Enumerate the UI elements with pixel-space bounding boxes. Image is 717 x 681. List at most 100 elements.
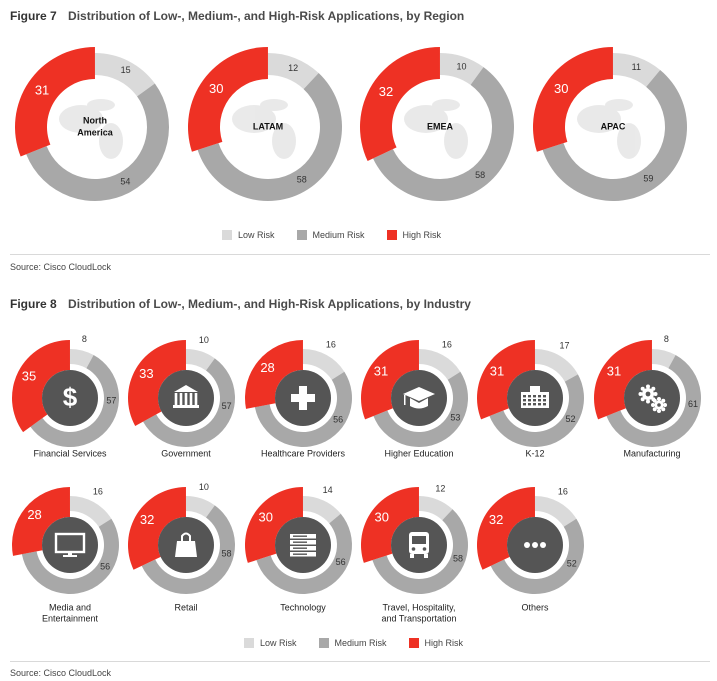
legend8-medium-swatch [318, 638, 329, 648]
ellipsis-icon [524, 542, 546, 548]
high-risk-value: 32 [379, 84, 393, 99]
medium-risk-segment [30, 355, 119, 447]
low-risk-segment [613, 53, 661, 87]
low-risk-segment [268, 53, 319, 90]
high-risk-segment [360, 47, 440, 162]
medium-risk-segment [373, 371, 468, 447]
legend8-high-label: High Risk [424, 638, 464, 648]
legend8-high-swatch [408, 638, 419, 648]
low-risk-value: 16 [558, 487, 568, 497]
medium-risk-segment [373, 67, 514, 201]
medium-risk-segment [490, 518, 585, 595]
region-name: EMEA [427, 121, 454, 131]
figure7-source: Source: Cisco CloudLock [10, 262, 112, 272]
center-disc [48, 80, 142, 174]
low-risk-segment [440, 53, 484, 85]
high-risk-value: 31 [490, 364, 504, 379]
region-donut-apac: APAC 11 59 30 [533, 47, 687, 201]
icon-disc [42, 370, 98, 426]
legend-low-swatch [222, 230, 232, 240]
center-disc [221, 80, 315, 174]
legend8-medium-label: Medium Risk [334, 638, 387, 648]
medium-risk-value: 59 [643, 173, 653, 183]
low-risk-value: 12 [288, 63, 298, 73]
low-risk-value: 12 [435, 483, 445, 493]
legend-low: Low Risk [222, 230, 275, 240]
legend8-low: Low Risk [244, 638, 297, 648]
low-risk-value: 15 [121, 65, 131, 75]
low-risk-segment [70, 349, 94, 369]
monitor-icon [54, 532, 86, 557]
medium-risk-segment [21, 518, 119, 595]
category-label: and Transportation [381, 613, 456, 623]
medium-risk-segment [141, 505, 235, 594]
figure8-title: Figure 8 Distribution of Low-, Medium-, … [10, 297, 471, 311]
icon-disc [42, 517, 98, 573]
figure8-legend: Low Risk Medium Risk High Risk [244, 638, 485, 648]
high-risk-segment [361, 487, 419, 563]
category-label: Higher Education [384, 448, 453, 458]
figure8-title-text: Distribution of Low-, Medium-, and High-… [68, 297, 471, 311]
high-risk-value: 32 [489, 512, 503, 527]
legend-high-label: High Risk [402, 230, 442, 240]
high-risk-value: 33 [139, 366, 153, 381]
category-label: Technology [280, 602, 326, 612]
high-risk-value: 30 [554, 81, 568, 96]
shopping-bag-icon [175, 532, 197, 557]
medium-risk-segment [542, 69, 687, 201]
industry-donut-financial-services: $8 57 35 Financial Services [12, 334, 119, 458]
region-name: North [83, 115, 107, 125]
medium-risk-value: 56 [100, 561, 110, 571]
legend-low-label: Low Risk [238, 230, 275, 240]
legend8-low-label: Low Risk [260, 638, 297, 648]
high-risk-segment [476, 340, 535, 420]
low-risk-value: 8 [664, 334, 669, 344]
category-label: Financial Services [33, 448, 107, 458]
low-risk-value: 14 [323, 485, 333, 495]
medium-risk-segment [606, 355, 702, 447]
figure8-source: Source: Cisco CloudLock [10, 668, 112, 678]
low-risk-value: 16 [93, 487, 103, 497]
category-label: Government [161, 448, 211, 458]
school-building-icon [521, 386, 549, 408]
medium-risk-segment [256, 513, 352, 595]
region-donut-latam: LATAM 12 58 30 [188, 47, 342, 201]
high-risk-value: 35 [22, 369, 36, 384]
high-risk-value: 30 [375, 509, 389, 524]
low-risk-segment [652, 349, 676, 369]
high-risk-value: 30 [259, 509, 273, 524]
low-risk-segment [419, 349, 461, 380]
region-name: APAC [601, 121, 626, 131]
low-risk-segment [70, 496, 112, 527]
medium-risk-value: 58 [453, 554, 463, 564]
dollar-icon: $ [63, 382, 78, 412]
category-label: Manufacturing [623, 448, 680, 458]
low-risk-value: 17 [560, 340, 570, 350]
industry-donut-others: 16 52 32 Others [477, 487, 585, 612]
low-risk-value: 11 [632, 62, 641, 72]
medium-risk-value: 58 [475, 170, 485, 180]
figure7-label: Figure 7 [10, 9, 57, 23]
medium-risk-segment [489, 374, 584, 447]
medium-risk-segment [26, 83, 170, 201]
high-risk-segment [128, 487, 186, 570]
medium-risk-value: 56 [333, 414, 343, 424]
industry-donut-manufacturing: 8 61 31 Manufacturing [593, 334, 702, 458]
category-label: Healthcare Providers [261, 448, 346, 458]
figure7-title: Figure 7 Distribution of Low-, Medium-, … [10, 9, 464, 23]
medium-risk-value: 57 [222, 401, 232, 411]
icon-disc [275, 517, 331, 573]
figure7-title-text: Distribution of Low-, Medium-, and High-… [68, 9, 465, 23]
legend8-medium: Medium Risk [318, 638, 387, 648]
industry-donut-higher-education: 16 53 31 Higher Education [360, 340, 468, 458]
medium-risk-value: 53 [450, 412, 460, 422]
category-label: Entertainment [42, 613, 99, 623]
center-disc [393, 80, 487, 174]
high-risk-segment [360, 340, 419, 420]
industry-donut-government: 10 57 33 Government [128, 335, 235, 458]
region-name: LATAM [253, 121, 283, 131]
low-risk-segment [535, 349, 578, 382]
figure7-legend: Low Risk Medium Risk High Risk [222, 230, 463, 240]
